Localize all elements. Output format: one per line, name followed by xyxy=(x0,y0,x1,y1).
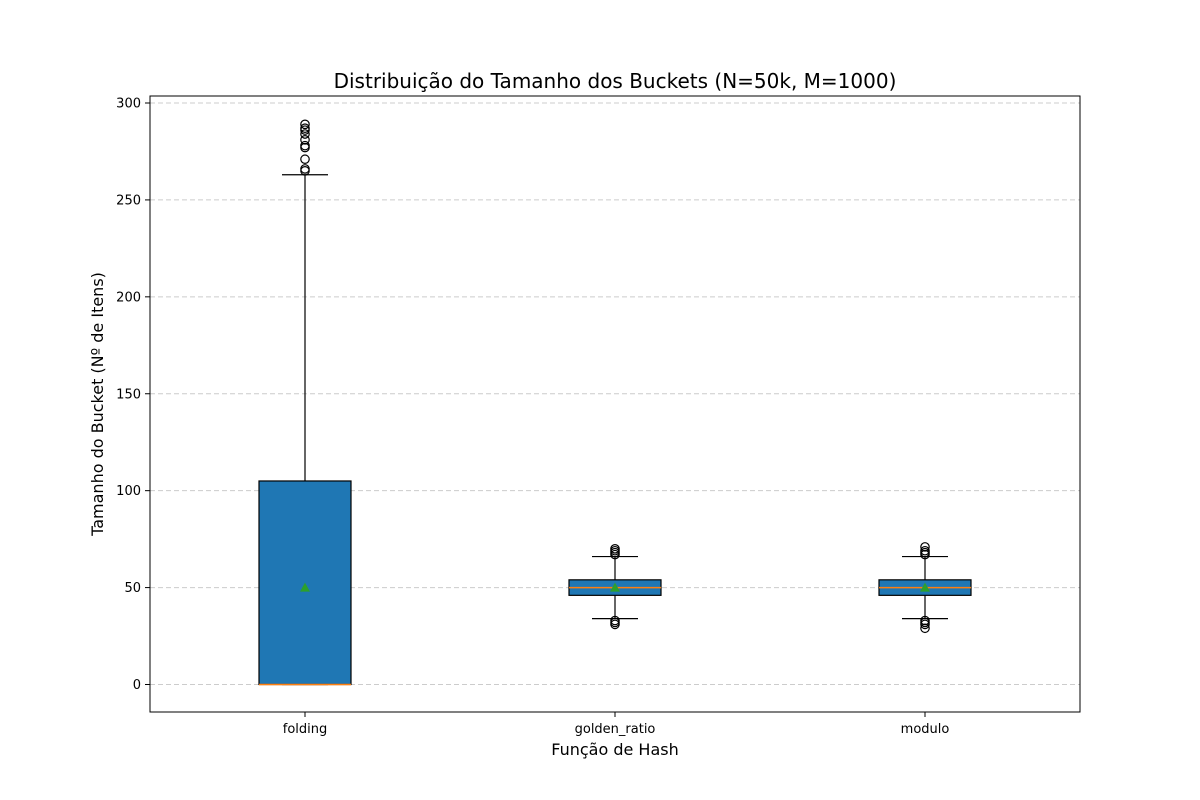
x-tick-label: folding xyxy=(283,722,328,737)
outlier-point xyxy=(300,119,310,130)
y-tick-label: 0 xyxy=(133,678,141,693)
x-axis: folding golden_ratio modulo xyxy=(283,712,950,737)
outlier-point xyxy=(920,623,930,634)
chart-title: Distribuição do Tamanho dos Buckets (N=5… xyxy=(334,69,897,93)
box-series xyxy=(258,119,972,686)
outlier-point xyxy=(300,154,310,165)
y-tick-label: 250 xyxy=(116,193,141,208)
outlier-point xyxy=(920,545,930,556)
y-tick-label: 200 xyxy=(116,290,141,305)
y-tick-label: 150 xyxy=(116,387,141,402)
outlier-point xyxy=(920,542,930,552)
outlier-point xyxy=(300,135,310,145)
y-tick-label: 50 xyxy=(124,581,141,596)
outlier-point xyxy=(300,140,310,151)
x-axis-label: Função de Hash xyxy=(551,740,678,759)
x-tick-label: modulo xyxy=(901,722,950,737)
outlier-point xyxy=(610,544,620,554)
mean-marker xyxy=(610,582,620,592)
mean-marker xyxy=(300,582,310,592)
outlier-point xyxy=(300,166,310,176)
box-folding xyxy=(258,119,352,686)
y-tick-label: 100 xyxy=(116,484,141,499)
box-golden_ratio xyxy=(568,544,662,630)
outlier-point xyxy=(920,617,930,628)
outlier-point xyxy=(610,617,620,628)
x-tick-label: golden_ratio xyxy=(575,722,656,737)
mean-marker xyxy=(920,582,930,592)
y-axis-label: Tamanho do Bucket (Nº de Itens) xyxy=(88,272,107,537)
box-modulo xyxy=(878,542,972,634)
outlier-point xyxy=(300,123,310,133)
y-axis: 0 50 100 150 200 250 300 xyxy=(116,97,150,693)
outlier-point xyxy=(610,615,620,626)
outlier-point xyxy=(920,615,930,626)
outlier-point xyxy=(300,164,310,174)
outlier-point xyxy=(300,142,310,153)
outlier-point xyxy=(300,129,310,139)
y-tick-label: 300 xyxy=(116,97,141,112)
